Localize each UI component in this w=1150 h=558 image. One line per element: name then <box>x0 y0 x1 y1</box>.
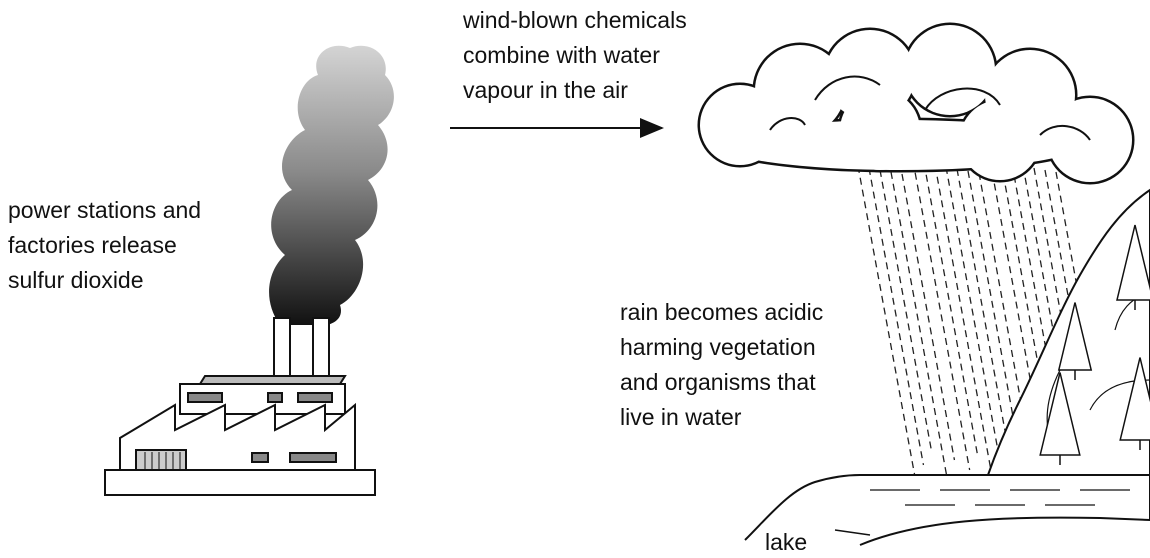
text-line: vapour in the air <box>463 77 628 103</box>
text-line: rain becomes acidic <box>620 299 823 325</box>
effect-text: rain becomes acidic harming vegetation and… <box>620 299 823 430</box>
rain-streak <box>912 160 971 471</box>
cloud <box>697 22 1135 185</box>
text-line: power stations and <box>8 197 201 223</box>
text-line: live in water <box>620 404 742 430</box>
text-line: harming vegetation <box>620 334 816 360</box>
factory <box>104 317 376 496</box>
rain-streak <box>945 166 1002 466</box>
trees <box>1039 224 1150 465</box>
rain-streak <box>890 171 948 476</box>
rain-streak <box>1000 161 1056 456</box>
rain-streak <box>989 159 1048 471</box>
rain-streak <box>923 162 979 456</box>
text-line: and organisms that <box>620 369 816 395</box>
rain-streak <box>934 164 994 481</box>
lake-label: lake <box>765 529 807 555</box>
text-line: sulfur dioxide <box>8 267 144 293</box>
rain-streak <box>901 173 956 461</box>
text-line: factories release <box>8 232 177 258</box>
transport-text: wind-blown chemicals combine with water va… <box>462 7 687 103</box>
source-text: power stations and factories release sulfu… <box>8 197 201 293</box>
rain-streak <box>879 169 932 451</box>
smoke <box>269 45 394 325</box>
rain-streak <box>956 168 1010 451</box>
text-line: wind-blown chemicals <box>462 7 687 33</box>
text-line: combine with water <box>463 42 660 68</box>
rain-streak <box>868 167 925 466</box>
rain-streak <box>857 165 917 481</box>
